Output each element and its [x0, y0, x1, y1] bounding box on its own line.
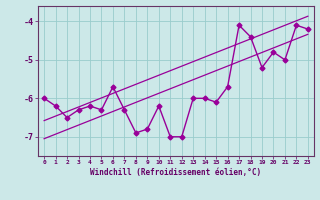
X-axis label: Windchill (Refroidissement éolien,°C): Windchill (Refroidissement éolien,°C) — [91, 168, 261, 177]
